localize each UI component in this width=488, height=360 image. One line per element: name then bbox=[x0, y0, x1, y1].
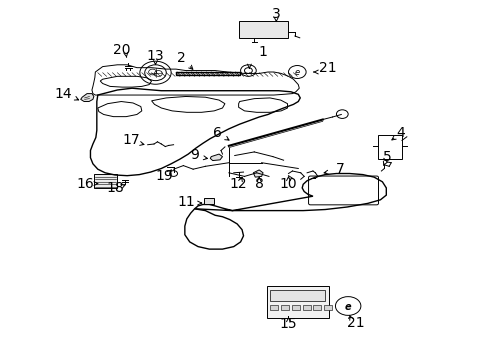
FancyBboxPatch shape bbox=[270, 305, 278, 310]
Text: 21: 21 bbox=[346, 316, 364, 330]
Text: 4: 4 bbox=[396, 126, 405, 140]
Text: 9: 9 bbox=[190, 148, 199, 162]
Text: e: e bbox=[294, 68, 299, 77]
Text: 18: 18 bbox=[106, 181, 123, 195]
FancyBboxPatch shape bbox=[291, 305, 299, 310]
Text: 8: 8 bbox=[254, 177, 263, 191]
Text: 5: 5 bbox=[382, 150, 391, 164]
Text: 13: 13 bbox=[146, 49, 164, 63]
Text: 3: 3 bbox=[271, 8, 280, 21]
FancyBboxPatch shape bbox=[270, 290, 325, 301]
Polygon shape bbox=[176, 72, 239, 75]
FancyBboxPatch shape bbox=[324, 305, 331, 310]
Text: e: e bbox=[344, 302, 351, 312]
FancyBboxPatch shape bbox=[238, 21, 287, 38]
FancyBboxPatch shape bbox=[94, 174, 117, 188]
Polygon shape bbox=[210, 154, 222, 161]
Text: 15: 15 bbox=[279, 317, 297, 331]
Text: 21: 21 bbox=[318, 62, 336, 75]
FancyBboxPatch shape bbox=[281, 305, 288, 310]
Text: 19: 19 bbox=[155, 170, 172, 183]
Polygon shape bbox=[253, 170, 263, 177]
Polygon shape bbox=[81, 94, 94, 102]
Text: 7: 7 bbox=[335, 162, 344, 176]
Text: 20: 20 bbox=[112, 43, 130, 57]
Text: 6: 6 bbox=[213, 126, 222, 140]
Text: 16: 16 bbox=[77, 177, 94, 190]
Text: 1: 1 bbox=[258, 45, 267, 59]
Text: 14: 14 bbox=[55, 87, 72, 100]
Text: 17: 17 bbox=[122, 133, 140, 147]
Circle shape bbox=[288, 66, 305, 78]
Text: 11: 11 bbox=[178, 195, 195, 208]
Circle shape bbox=[335, 297, 360, 315]
FancyBboxPatch shape bbox=[204, 198, 214, 204]
Text: 10: 10 bbox=[279, 177, 297, 191]
Text: 2: 2 bbox=[176, 51, 185, 65]
FancyBboxPatch shape bbox=[302, 305, 310, 310]
FancyBboxPatch shape bbox=[266, 286, 328, 318]
FancyBboxPatch shape bbox=[313, 305, 321, 310]
Text: 12: 12 bbox=[229, 177, 246, 191]
